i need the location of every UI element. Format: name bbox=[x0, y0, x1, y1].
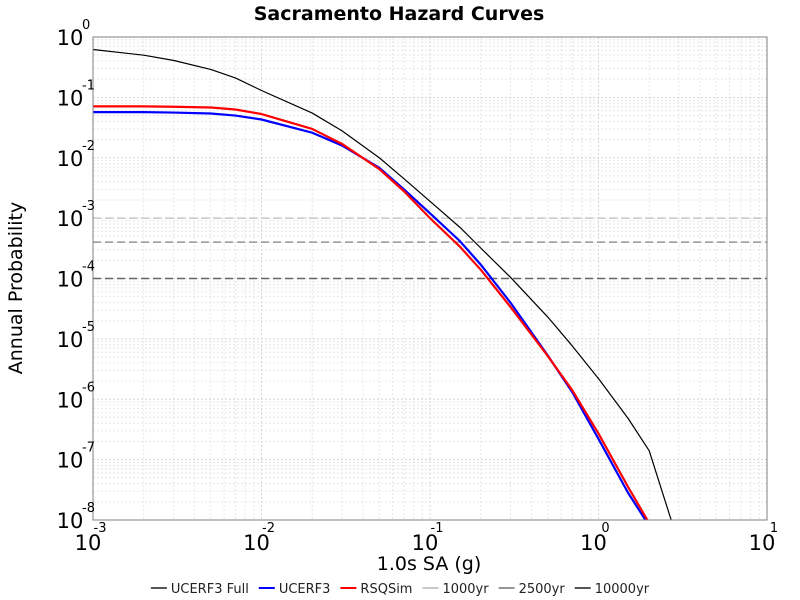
y-tick-base: 10 bbox=[57, 26, 84, 50]
x-tick-label: 101 bbox=[749, 521, 779, 555]
y-tick-label: 10-4 bbox=[57, 260, 95, 292]
y-tick-label: 10-1 bbox=[57, 78, 95, 110]
legend-item: RSQSim bbox=[340, 582, 412, 597]
y-tick-exponent: -5 bbox=[82, 320, 95, 335]
x-tick-base: 10 bbox=[749, 531, 776, 555]
legend-item: UCERF3 bbox=[258, 582, 331, 597]
x-tick-base: 10 bbox=[580, 531, 607, 555]
legend-item: 2500yr bbox=[498, 582, 566, 597]
y-tick-exponent: 0 bbox=[82, 18, 90, 33]
x-tick-exponent: 1 bbox=[770, 521, 778, 536]
series-line-rsqsim bbox=[93, 105, 649, 521]
plot-frame bbox=[92, 36, 768, 521]
series-line-ucerf3-full bbox=[92, 48, 672, 521]
x-tick-base: 10 bbox=[412, 531, 439, 555]
series-line-ucerf3 bbox=[93, 111, 647, 521]
y-tick-label: 10-5 bbox=[57, 320, 95, 352]
x-tick-base: 10 bbox=[75, 531, 102, 555]
y-tick-base: 10 bbox=[57, 268, 84, 292]
y-tick-label: 10-6 bbox=[57, 380, 95, 412]
legend-item: UCERF3 Full bbox=[150, 582, 249, 597]
y-tick-exponent: -8 bbox=[82, 501, 95, 516]
x-tick-label: 10-3 bbox=[75, 521, 107, 555]
y-tick-exponent: -2 bbox=[82, 139, 95, 154]
x-tick-exponent: -1 bbox=[431, 521, 444, 536]
legend-label: 2500yr bbox=[519, 582, 566, 597]
plot-series bbox=[92, 48, 672, 521]
legend-label: RSQSim bbox=[360, 582, 412, 597]
legend: UCERF3 Full UCERF3 RSQSim 1000yr 2500yr 10000… bbox=[150, 582, 650, 597]
y-tick-exponent: -1 bbox=[82, 78, 95, 93]
y-tick-exponent: -3 bbox=[82, 199, 95, 214]
y-tick-label: 10-2 bbox=[57, 139, 95, 171]
y-tick-base: 10 bbox=[57, 86, 84, 110]
y-tick-label: 10-7 bbox=[57, 441, 95, 473]
y-axis-title: Annual Probability bbox=[5, 202, 27, 375]
y-tick-exponent: -7 bbox=[82, 441, 95, 456]
x-tick-label: 100 bbox=[580, 521, 610, 555]
x-tick-label: 10-2 bbox=[243, 521, 275, 555]
y-tick-label: 10-3 bbox=[57, 199, 95, 231]
x-tick-exponent: 0 bbox=[601, 521, 609, 536]
y-tick-base: 10 bbox=[57, 328, 84, 352]
x-tick-base: 10 bbox=[243, 531, 270, 555]
y-tick-base: 10 bbox=[57, 207, 84, 231]
chart-title: Sacramento Hazard Curves bbox=[254, 3, 545, 25]
legend-label: 1000yr bbox=[442, 582, 489, 597]
y-tick-base: 10 bbox=[57, 449, 84, 473]
y-tick-label: 10-8 bbox=[57, 501, 95, 533]
y-tick-base: 10 bbox=[57, 509, 84, 533]
legend-label: UCERF3 Full bbox=[171, 582, 249, 597]
x-tick-exponent: -3 bbox=[94, 521, 107, 536]
y-tick-base: 10 bbox=[57, 147, 84, 171]
legend-item: 1000yr bbox=[422, 582, 489, 597]
y-tick-base: 10 bbox=[57, 388, 84, 412]
legend-item: 10000yr bbox=[574, 582, 650, 597]
legend-label: UCERF3 bbox=[279, 582, 331, 597]
y-tick-label: 100 bbox=[57, 18, 91, 50]
legend-label: 10000yr bbox=[595, 582, 650, 597]
x-axis-title: 1.0s SA (g) bbox=[377, 553, 482, 575]
y-tick-exponent: -6 bbox=[82, 380, 95, 395]
x-tick-label: 10-1 bbox=[412, 521, 444, 555]
x-tick-exponent: -2 bbox=[262, 521, 275, 536]
y-tick-exponent: -4 bbox=[82, 260, 95, 275]
